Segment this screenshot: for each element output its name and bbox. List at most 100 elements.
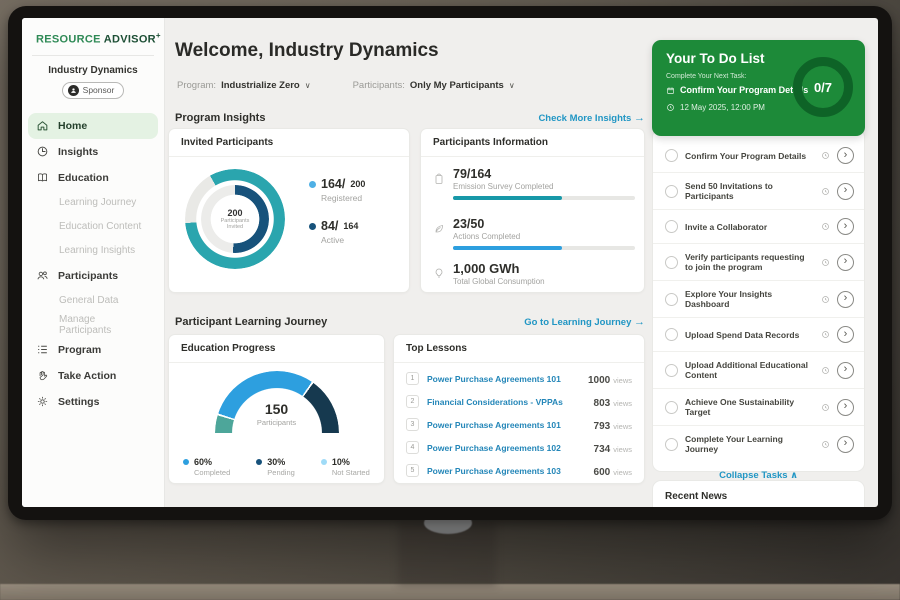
sidebar-item-label: Education [58, 171, 109, 184]
task-checkbox[interactable] [665, 363, 678, 377]
todo-subtitle: Complete Your Next Task: [666, 73, 747, 80]
lesson-rank: 1 [406, 372, 419, 385]
program-filter[interactable]: Program: Industrialize Zero ∨ [177, 80, 311, 91]
task-checkbox[interactable] [665, 149, 678, 162]
completed-dot-icon [183, 459, 189, 465]
todo-title: Your To Do List [666, 51, 765, 66]
task-row: Complete Your Learning Journey › [653, 426, 864, 462]
not-started-label: Not Started [331, 468, 370, 477]
task-clock-icon[interactable] [821, 295, 830, 304]
lesson-link[interactable]: Power Purchase Agreements 103 [427, 465, 561, 476]
dashboard-screen: RESOURCE ADVISOR+ Industry Dynamics Spon… [22, 18, 878, 507]
sidebar-item-participants[interactable]: Participants [28, 263, 158, 289]
chevron-down-icon[interactable]: ∨ [508, 81, 515, 90]
sidebar-item-program[interactable]: Program [28, 337, 158, 363]
task-clock-icon[interactable] [821, 330, 830, 339]
check-more-insights-label: Check More Insights [538, 113, 632, 124]
active-label: Active [321, 235, 345, 245]
task-clock-icon[interactable] [821, 151, 830, 160]
sidebar-item-insights[interactable]: Insights [28, 139, 158, 165]
task-clock-icon[interactable] [821, 366, 830, 375]
task-clock-icon[interactable] [821, 403, 830, 412]
sidebar-item-label: Insights [58, 145, 99, 158]
desk-surface [0, 584, 900, 600]
arrow-right-icon: → [634, 316, 645, 328]
sidebar-item-home[interactable]: Home [28, 112, 158, 139]
lesson-link[interactable]: Power Purchase Agreements 101 [427, 419, 561, 430]
lesson-link[interactable]: Power Purchase Agreements 102 [427, 442, 561, 453]
task-label: Achieve One Sustainability Target [685, 397, 795, 417]
task-row: Verify participants requesting to join t… [653, 244, 864, 281]
task-clock-icon[interactable] [821, 222, 830, 231]
go-to-learning-journey-link[interactable]: Go to Learning Journey → [524, 316, 645, 328]
app-logo: RESOURCE ADVISOR+ [22, 18, 164, 46]
lesson-row: 4 Power Purchase Agreements 102 734 views [394, 436, 644, 459]
task-clock-icon[interactable] [821, 440, 830, 449]
gauge-center-label: Participants [256, 418, 297, 427]
task-checkbox[interactable] [665, 437, 678, 451]
task-open-button[interactable]: › [837, 361, 854, 379]
participants-information-title: Participants Information [421, 129, 644, 157]
task-label: Invite a Collaborator [685, 221, 768, 232]
top-lessons-title: Top Lessons [394, 335, 644, 363]
sidebar-item-learning-insights[interactable]: Learning Insights [28, 239, 158, 263]
sidebar-item-label: Learning Journey [59, 197, 137, 209]
task-open-button[interactable]: › [837, 253, 854, 271]
sidebar-item-label: Settings [58, 395, 100, 408]
home-icon [37, 121, 48, 131]
task-open-button[interactable]: › [837, 290, 854, 308]
task-open-button[interactable]: › [837, 182, 854, 200]
task-clock-icon[interactable] [821, 258, 830, 267]
task-checkbox[interactable] [665, 400, 678, 414]
check-more-insights-link[interactable]: Check More Insights → [538, 112, 645, 124]
lesson-link[interactable]: Financial Considerations - VPPAs [427, 396, 563, 407]
task-open-button[interactable]: › [837, 218, 854, 235]
views-suffix: views [613, 444, 632, 454]
sidebar-item-settings[interactable]: Settings [28, 389, 158, 415]
active-total: 164 [343, 221, 359, 231]
sponsor-badge[interactable]: Sponsor [61, 81, 125, 99]
sidebar-item-manage-participants[interactable]: Manage Participants [28, 313, 158, 337]
go-to-learning-journey-label: Go to Learning Journey [524, 317, 632, 328]
task-open-button[interactable]: › [837, 398, 854, 416]
task-open-button[interactable]: › [837, 435, 854, 453]
task-checkbox[interactable] [665, 255, 678, 269]
sidebar-item-learning-journey[interactable]: Learning Journey [28, 191, 158, 215]
collapse-tasks-link[interactable]: Collapse Tasks ∧ [653, 462, 864, 489]
actions-completed-progress-bar [453, 246, 635, 250]
todo-counter: 0/7 [813, 79, 833, 95]
active-ring [201, 185, 269, 253]
task-row: Send 50 Invitations to Participants › [653, 173, 864, 210]
participants-filter-value: Only My Participants [409, 80, 504, 91]
task-checkbox[interactable] [665, 328, 678, 341]
participants-filter[interactable]: Participants: Only My Participants ∨ [353, 80, 515, 91]
pending-pct: 30% [267, 457, 286, 467]
chevron-down-icon[interactable]: ∨ [304, 81, 311, 90]
task-label: Explore Your Insights Dashboard [685, 289, 773, 309]
active-dot-icon [309, 222, 316, 230]
stat-value: 79/164 [453, 167, 492, 181]
lesson-row: 3 Power Purchase Agreements 101 793 views [394, 413, 644, 436]
sidebar-item-label: Education Content [59, 221, 142, 233]
task-open-button[interactable]: › [837, 326, 854, 343]
task-open-button[interactable]: › [837, 147, 854, 164]
registered-value: 164/ [321, 177, 346, 191]
lesson-rank: 4 [406, 441, 419, 454]
lesson-link[interactable]: Power Purchase Agreements 101 [427, 373, 561, 384]
sidebar-item-label: Learning Insights [59, 245, 136, 257]
task-checkbox[interactable] [665, 292, 678, 306]
sidebar-item-take-action[interactable]: Take Action [28, 363, 158, 389]
consumption-stat: 1,000 GWh Total Global Consumption [433, 261, 545, 286]
insights-icon [37, 146, 48, 157]
sidebar-item-label: Take Action [58, 369, 117, 382]
task-row: Confirm Your Program Details › [653, 139, 864, 173]
task-checkbox[interactable] [665, 184, 678, 198]
task-clock-icon[interactable] [821, 187, 830, 196]
sidebar-item-general-data[interactable]: General Data [28, 289, 158, 313]
logo-plus: + [155, 31, 161, 40]
sidebar-item-education[interactable]: Education [28, 165, 158, 191]
task-checkbox[interactable] [665, 220, 678, 233]
lesson-row: 5 Power Purchase Agreements 103 600 views [394, 459, 644, 482]
logo-part2: ADVISOR [103, 33, 156, 46]
sidebar-item-education-content[interactable]: Education Content [28, 215, 158, 239]
